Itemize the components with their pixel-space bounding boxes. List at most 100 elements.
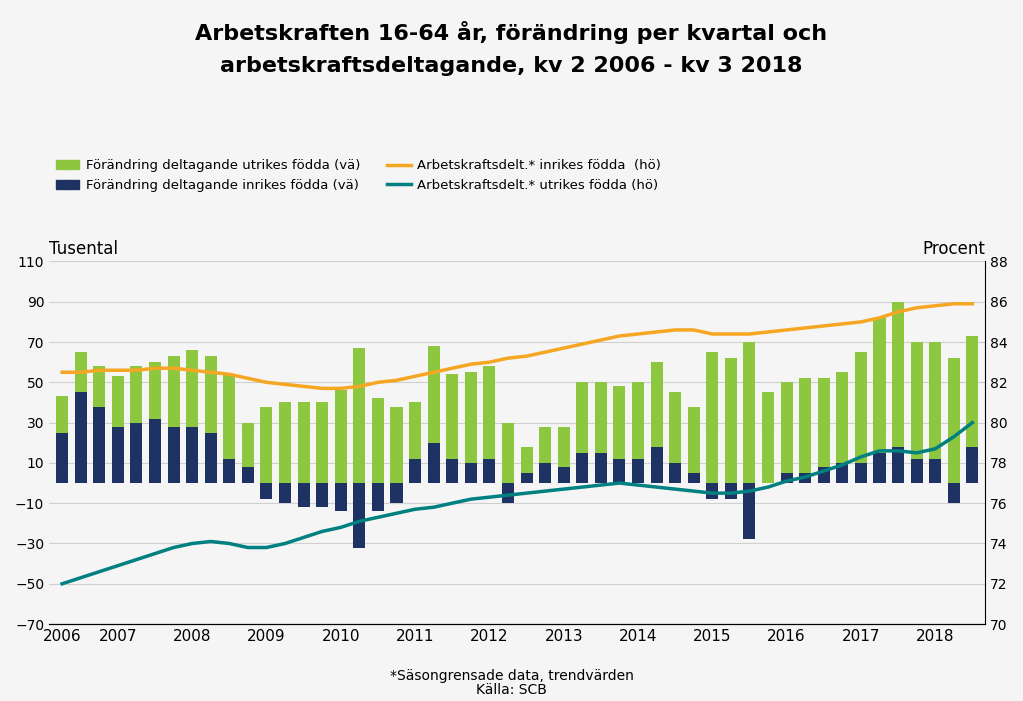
Bar xyxy=(446,374,458,459)
Bar xyxy=(576,453,588,483)
Bar xyxy=(483,459,495,483)
Bar xyxy=(502,483,514,503)
Bar xyxy=(391,407,402,483)
Bar xyxy=(725,483,737,499)
Bar xyxy=(725,358,737,483)
Bar xyxy=(817,467,830,483)
Bar xyxy=(706,483,718,499)
Bar xyxy=(335,390,347,483)
Bar xyxy=(372,483,384,511)
Bar xyxy=(929,459,941,483)
Bar xyxy=(687,473,700,483)
Bar xyxy=(428,443,440,483)
Bar xyxy=(56,433,69,483)
Bar xyxy=(669,393,681,463)
Bar xyxy=(298,402,310,483)
Bar xyxy=(837,463,848,483)
Bar xyxy=(241,467,254,483)
Bar xyxy=(594,382,607,453)
Bar xyxy=(353,348,365,483)
Bar xyxy=(483,366,495,459)
Bar xyxy=(279,402,292,483)
Bar xyxy=(855,352,866,463)
Bar xyxy=(817,379,830,467)
Text: arbetskraftsdeltagande, kv 2 2006 - kv 3 2018: arbetskraftsdeltagande, kv 2 2006 - kv 3… xyxy=(220,56,803,76)
Bar xyxy=(168,356,180,427)
Bar xyxy=(910,342,923,459)
Bar xyxy=(837,372,848,463)
Bar xyxy=(149,362,161,418)
Bar xyxy=(744,342,756,483)
Text: Arbetskraften 16-64 år, förändring per kvartal och: Arbetskraften 16-64 år, förändring per k… xyxy=(195,21,828,44)
Bar xyxy=(967,336,978,447)
Bar xyxy=(335,483,347,511)
Bar xyxy=(409,402,421,459)
Bar xyxy=(93,407,105,483)
Bar xyxy=(594,453,607,483)
Bar xyxy=(967,447,978,483)
Bar xyxy=(576,382,588,453)
Bar xyxy=(464,463,477,483)
Bar xyxy=(781,382,793,473)
Bar xyxy=(205,356,217,433)
Bar xyxy=(261,483,272,499)
Bar xyxy=(502,423,514,483)
Bar xyxy=(539,427,551,463)
Bar xyxy=(186,350,198,427)
Text: *Säsongrensade data, trendvärden: *Säsongrensade data, trendvärden xyxy=(390,669,633,683)
Bar xyxy=(316,402,328,483)
Bar xyxy=(781,473,793,483)
Bar xyxy=(892,447,904,483)
Bar xyxy=(651,447,663,483)
Bar xyxy=(298,483,310,508)
Bar xyxy=(947,358,960,483)
Text: Tusental: Tusental xyxy=(49,240,118,258)
Bar xyxy=(428,346,440,443)
Bar xyxy=(205,433,217,483)
Bar xyxy=(56,397,69,433)
Bar xyxy=(799,379,811,473)
Text: Procent: Procent xyxy=(923,240,985,258)
Text: Källa: SCB: Källa: SCB xyxy=(476,683,547,697)
Bar xyxy=(446,459,458,483)
Bar xyxy=(855,463,866,483)
Bar xyxy=(874,318,886,453)
Bar xyxy=(93,366,105,407)
Bar xyxy=(261,407,272,483)
Bar xyxy=(632,382,644,459)
Bar xyxy=(651,362,663,447)
Bar xyxy=(539,463,551,483)
Bar xyxy=(223,459,235,483)
Bar xyxy=(669,463,681,483)
Bar xyxy=(279,483,292,503)
Bar xyxy=(372,398,384,483)
Legend: Förändring deltagande utrikes födda (vä), Förändring deltagande inrikes födda (v: Förändring deltagande utrikes födda (vä)… xyxy=(55,159,661,192)
Bar xyxy=(744,483,756,540)
Bar xyxy=(892,301,904,447)
Bar xyxy=(75,352,87,393)
Bar xyxy=(929,342,941,459)
Bar xyxy=(112,376,124,427)
Bar xyxy=(391,483,402,503)
Bar xyxy=(75,393,87,483)
Bar xyxy=(223,374,235,459)
Bar xyxy=(464,372,477,463)
Bar xyxy=(112,427,124,483)
Bar xyxy=(130,423,142,483)
Bar xyxy=(149,418,161,483)
Bar xyxy=(409,459,421,483)
Bar xyxy=(614,459,625,483)
Bar xyxy=(947,483,960,503)
Bar xyxy=(316,483,328,508)
Bar xyxy=(706,352,718,483)
Bar xyxy=(799,473,811,483)
Bar xyxy=(614,386,625,459)
Bar xyxy=(521,447,533,473)
Bar xyxy=(558,427,570,467)
Bar xyxy=(521,473,533,483)
Bar xyxy=(687,407,700,473)
Bar xyxy=(186,427,198,483)
Bar xyxy=(353,483,365,547)
Bar xyxy=(241,423,254,467)
Bar xyxy=(910,459,923,483)
